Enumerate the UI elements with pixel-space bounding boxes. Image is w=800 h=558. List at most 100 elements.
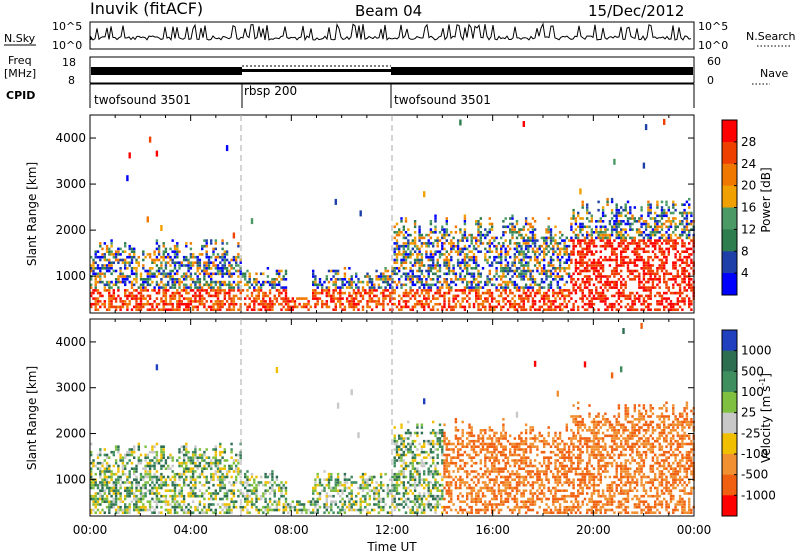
range-cell <box>647 245 649 248</box>
range-cell <box>622 239 624 242</box>
range-cell <box>267 503 269 506</box>
range-cell <box>140 292 142 295</box>
range-cell <box>683 289 685 292</box>
range-cell <box>647 239 649 242</box>
range-cell <box>276 476 278 479</box>
range-cell <box>147 253 149 256</box>
range-cell <box>124 281 126 284</box>
range-cell <box>656 206 658 209</box>
range-cell <box>271 473 273 476</box>
range-cell <box>255 487 257 490</box>
range-cell <box>230 511 232 514</box>
range-cell <box>382 278 384 281</box>
range-cell <box>672 248 674 251</box>
freq-band-2 <box>242 69 391 72</box>
range-cell <box>113 498 115 501</box>
range-cell <box>237 297 239 300</box>
range-cell <box>190 467 192 470</box>
range-cell <box>178 292 180 295</box>
range-cell <box>428 239 430 242</box>
range-cell <box>201 509 203 512</box>
range-cell <box>124 278 126 281</box>
range-cell <box>679 289 681 292</box>
range-cell <box>289 503 291 506</box>
range-cell <box>477 245 479 248</box>
range-cell <box>523 308 525 311</box>
range-cell <box>237 470 239 473</box>
range-cell <box>638 275 640 278</box>
range-cell <box>230 303 232 306</box>
range-cell <box>194 492 196 495</box>
range-cell <box>298 500 300 503</box>
range-cell <box>520 286 522 289</box>
range-cell <box>305 306 307 309</box>
range-cell <box>138 481 140 484</box>
range-cell <box>142 289 144 292</box>
range-cell <box>683 286 685 289</box>
range-cell <box>534 300 536 303</box>
range-cell <box>246 306 248 309</box>
range-cell <box>450 248 452 251</box>
range-cell <box>203 454 205 457</box>
range-cell <box>144 492 146 495</box>
range-cell <box>645 281 647 284</box>
range-cell <box>563 245 565 248</box>
range-cell <box>210 465 212 468</box>
range-cell <box>185 306 187 309</box>
range-cell <box>670 273 672 276</box>
range-cell <box>414 261 416 264</box>
range-cell <box>502 297 504 300</box>
range-cell <box>647 264 649 267</box>
range-cell <box>212 303 214 306</box>
range-cell <box>215 489 217 492</box>
range-cell <box>462 297 464 300</box>
range-cell <box>147 216 149 222</box>
range-cell <box>97 264 99 267</box>
range-cell <box>625 248 627 251</box>
range-cell <box>625 256 627 259</box>
range-cell <box>661 264 663 267</box>
range-cell <box>210 278 212 281</box>
range-cell <box>357 308 359 311</box>
range-cell <box>375 295 377 298</box>
range-cell <box>491 292 493 295</box>
range-cell <box>434 250 436 253</box>
range-cell <box>622 250 624 253</box>
range-cell <box>505 267 507 270</box>
range-cell <box>595 245 597 248</box>
range-cell <box>201 253 203 256</box>
range-cell <box>568 245 570 248</box>
range-cell <box>443 253 445 256</box>
range-cell <box>489 264 491 267</box>
range-cell <box>552 273 554 276</box>
range-cell <box>197 459 199 462</box>
range-cell <box>471 237 473 240</box>
range-cell <box>178 284 180 287</box>
range-cell <box>228 289 230 292</box>
range-cell <box>507 308 509 311</box>
range-cell <box>452 270 454 273</box>
range-cell <box>595 289 597 292</box>
range-cell <box>448 273 450 276</box>
range-cell <box>151 275 153 278</box>
range-cell <box>416 248 418 251</box>
range-cell <box>255 500 257 503</box>
range-cell <box>514 253 516 256</box>
range-cell <box>174 292 176 295</box>
range-cell <box>201 300 203 303</box>
range-cell <box>285 270 287 273</box>
range-cell <box>631 228 633 231</box>
range-cell <box>174 487 176 490</box>
range-cell <box>314 292 316 295</box>
range-cell <box>557 292 559 295</box>
range-cell <box>428 284 430 287</box>
range-cell <box>421 292 423 295</box>
range-cell <box>122 511 124 514</box>
range-cell <box>108 511 110 514</box>
range-cell <box>228 292 230 295</box>
range-cell <box>351 281 353 284</box>
range-cell <box>197 289 199 292</box>
range-cell <box>228 295 230 298</box>
range-cell <box>514 264 516 267</box>
range-cell <box>396 242 398 245</box>
